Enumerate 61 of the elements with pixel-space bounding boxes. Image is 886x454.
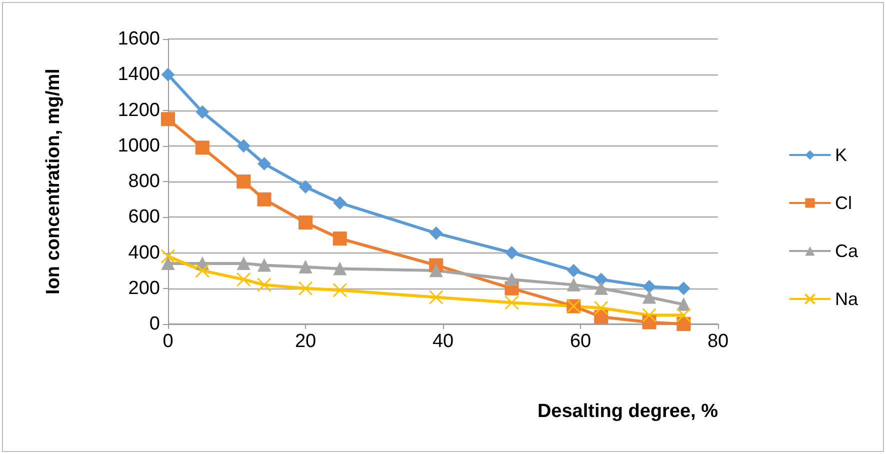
x-tick-label: 40 — [432, 331, 454, 352]
point — [430, 226, 443, 240]
point — [677, 282, 690, 295]
y-tick-label: 1200 — [118, 100, 160, 121]
point — [567, 264, 580, 278]
point — [236, 174, 251, 188]
point — [677, 298, 690, 311]
y-tick-label: 400 — [128, 242, 160, 264]
y-tick-label: 200 — [128, 278, 160, 299]
point — [594, 310, 608, 324]
x-tick-label: 20 — [294, 331, 316, 352]
point — [298, 281, 313, 296]
y-tick-label: 600 — [128, 206, 160, 228]
x-tick-label: 60 — [570, 331, 592, 352]
point — [594, 300, 608, 316]
point — [160, 249, 176, 264]
point — [162, 256, 174, 270]
point — [257, 192, 272, 206]
point — [258, 157, 271, 170]
point — [299, 260, 312, 274]
y-tick-label: 1400 — [118, 64, 160, 86]
point — [332, 232, 347, 246]
point — [195, 140, 210, 155]
y-tick-label: 1000 — [118, 135, 160, 156]
legend-label: Na — [834, 289, 859, 309]
legend-label: Ca — [834, 241, 859, 261]
point — [332, 282, 348, 298]
point — [195, 263, 210, 278]
point — [162, 68, 174, 82]
point — [430, 264, 443, 278]
point — [642, 308, 656, 322]
point — [237, 256, 250, 270]
point — [642, 280, 656, 294]
point — [298, 215, 312, 230]
point — [642, 290, 656, 304]
point — [505, 272, 518, 286]
x-axis-title: Desalting degree, % — [537, 401, 718, 422]
y-axis-title: Ion concentration, mg/ml — [43, 68, 64, 294]
point — [196, 106, 209, 119]
legend-label: K — [834, 145, 848, 165]
point — [504, 295, 519, 310]
x-tick-label: 0 — [162, 331, 174, 352]
point — [258, 258, 271, 272]
point — [676, 308, 691, 322]
point — [333, 196, 346, 210]
point — [257, 278, 272, 292]
legend-label: Cl — [834, 193, 852, 213]
point — [505, 246, 518, 260]
x-tick-label: 80 — [707, 331, 729, 352]
point — [236, 272, 251, 287]
y-tick-label: 800 — [128, 171, 160, 192]
point — [237, 139, 250, 152]
point — [299, 180, 312, 194]
point — [428, 290, 444, 305]
y-tick-label: 1600 — [118, 28, 160, 50]
y-tick-label: 0 — [149, 314, 160, 334]
point — [594, 282, 608, 295]
point — [161, 112, 175, 126]
point — [594, 272, 608, 286]
point — [567, 278, 580, 292]
point — [333, 262, 346, 276]
